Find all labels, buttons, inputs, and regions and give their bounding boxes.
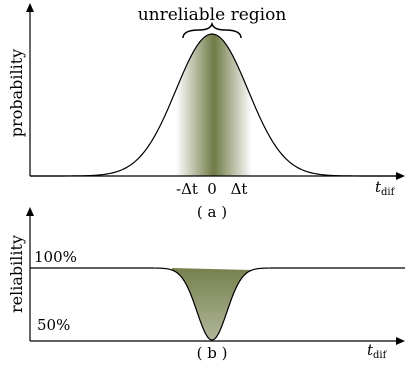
caption-b: ( b ): [197, 344, 228, 362]
probability-curve: [30, 33, 398, 177]
level-50-label: 50%: [37, 316, 70, 334]
tick-minus-delta: -Δt: [176, 180, 198, 198]
level-100-label: 100%: [34, 248, 77, 266]
x-axis-arrow-a: [396, 172, 405, 180]
tick-plus-delta: Δt: [231, 180, 248, 198]
tick-zero-a: 0: [207, 180, 217, 198]
unreliable-region-shading: [176, 34, 252, 176]
x-axis-arrow-b: [396, 337, 405, 345]
x-axis-label-b: tdif: [367, 341, 388, 361]
panel-a: unreliable region probability -Δt 0 Δt t…: [7, 3, 405, 221]
x-axis-label-a: tdif: [375, 178, 396, 198]
reliability-dip-shading: [172, 268, 252, 340]
reliability-curve: [30, 267, 405, 341]
unreliable-region-bracket: [182, 21, 242, 39]
y-axis-arrow-a: [26, 3, 34, 12]
y-axis-label-a: probability: [7, 49, 26, 137]
caption-a: ( a ): [197, 203, 227, 221]
bracket-label: unreliable region: [138, 5, 287, 25]
y-axis-arrow-b: [26, 207, 34, 216]
panel-b: 100% 50% reliability tdif ( b ): [7, 207, 405, 362]
y-axis-label-b: reliability: [7, 235, 26, 313]
